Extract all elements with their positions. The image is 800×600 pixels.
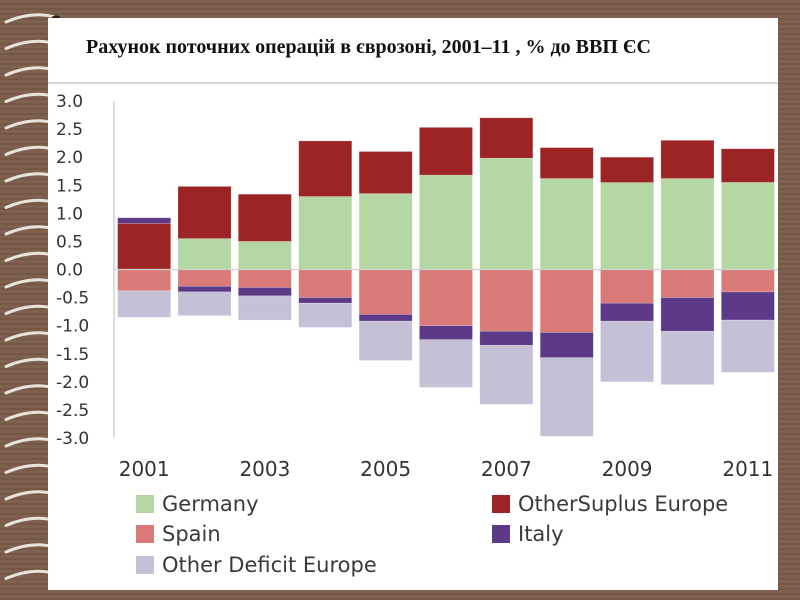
- y-tick-label: -3.0: [56, 429, 89, 449]
- x-tick-label: 2001: [119, 457, 170, 481]
- bar-segment: [238, 193, 292, 242]
- bar-segment: [177, 286, 232, 293]
- x-tick-label: 2005: [360, 457, 411, 481]
- y-tick-label: -1.0: [56, 317, 89, 337]
- y-tick-label: 3.0: [56, 92, 83, 112]
- legend-swatch: [136, 525, 154, 543]
- bar-segment: [298, 140, 353, 197]
- bar-segment: [600, 156, 654, 183]
- bar-segment: [177, 186, 232, 239]
- chart-frame: 3.0 2.5 2.0 1.5 1.0 0.5 0.0 -0.5 -1.0 -1.5 -2.0 -2.…: [48, 82, 778, 590]
- x-tick-label: 2007: [481, 457, 532, 481]
- bar-segment: [177, 291, 232, 316]
- bar-segment: [539, 332, 594, 358]
- legend-swatch: [492, 495, 510, 513]
- bar-segment: [238, 269, 292, 288]
- bar-segment: [720, 148, 775, 183]
- bar-segment: [479, 117, 534, 159]
- legend-swatch: [136, 556, 154, 574]
- bar-segment: [358, 320, 413, 361]
- y-tick-label: 0.5: [56, 232, 83, 252]
- legend-label: Germany: [162, 492, 259, 516]
- bar-segment: [117, 223, 171, 270]
- y-tick-label: 2.5: [56, 120, 83, 140]
- slide: Рахунок поточних операцій в єврозоні, 20…: [48, 18, 778, 590]
- bar-segment: [238, 287, 292, 297]
- bar-segment: [720, 269, 775, 293]
- bar-segment: [238, 295, 292, 321]
- bar-segment: [419, 339, 473, 388]
- bar-segment: [298, 269, 353, 298]
- bar-segment: [298, 196, 353, 270]
- bar-segment: [720, 291, 775, 321]
- stacked-bar-chart: 3.0 2.5 2.0 1.5 1.0 0.5 0.0 -0.5 -1.0 -1.5 -2.0 -2.…: [56, 92, 778, 577]
- bar-segment: [660, 139, 715, 179]
- legend-swatch: [492, 525, 510, 543]
- bar-segment: [660, 331, 715, 386]
- bar-segment: [539, 357, 594, 437]
- bar-segment: [117, 269, 171, 292]
- bar-segment: [358, 151, 413, 194]
- bar-segment: [539, 178, 594, 270]
- bar-segment: [117, 290, 171, 318]
- y-tick-label: -1.5: [56, 345, 89, 365]
- slide-title: Рахунок поточних операцій в єврозоні, 20…: [86, 35, 651, 58]
- y-tick-label: -2.5: [56, 401, 89, 421]
- bar-segment: [539, 147, 594, 179]
- legend-label: Spain: [162, 522, 221, 546]
- y-tick-label: 0.0: [56, 261, 83, 281]
- bar-segment: [539, 269, 594, 333]
- bar-segment: [479, 158, 534, 270]
- bar-segment: [600, 269, 654, 304]
- bar-segment: [479, 331, 534, 346]
- y-tick-label: 1.0: [56, 204, 83, 224]
- legend-swatch: [136, 495, 154, 513]
- bar-segment: [358, 269, 413, 315]
- bar-segment: [660, 297, 715, 332]
- bar-segment: [660, 178, 715, 270]
- bar-segment: [358, 314, 413, 322]
- x-tick-label: 2003: [239, 457, 290, 481]
- bar-segment: [177, 238, 232, 270]
- y-tick-label: 1.5: [56, 176, 83, 196]
- bar-segment: [660, 269, 715, 298]
- bar-segment: [720, 319, 775, 373]
- bar-segment: [358, 193, 413, 270]
- x-tick-label: 2011: [722, 457, 773, 481]
- y-tick-label: -2.0: [56, 373, 89, 393]
- y-tick-label: 2.0: [56, 148, 83, 168]
- bar-segment: [177, 269, 232, 287]
- bar-segment: [117, 217, 171, 224]
- legend-label: Other Deficit Europe: [162, 553, 377, 577]
- bar-segment: [600, 182, 654, 270]
- bar-segment: [298, 297, 353, 304]
- bar-segment: [600, 302, 654, 322]
- bar-segment: [479, 269, 534, 332]
- bar-segment: [419, 127, 473, 176]
- x-tick-label: 2009: [602, 457, 653, 481]
- legend-label: OtherSuplus Europe: [518, 492, 728, 516]
- bar-segment: [238, 241, 292, 270]
- bar-segment: [298, 302, 353, 328]
- bar-segment: [419, 269, 473, 327]
- bar-segment: [419, 174, 473, 270]
- bar-segment: [479, 344, 534, 405]
- bar-segment: [600, 320, 654, 383]
- bar-segment: [720, 182, 775, 270]
- legend-label: Italy: [518, 522, 564, 546]
- bar-segment: [419, 325, 473, 340]
- y-tick-label: -0.5: [56, 289, 89, 309]
